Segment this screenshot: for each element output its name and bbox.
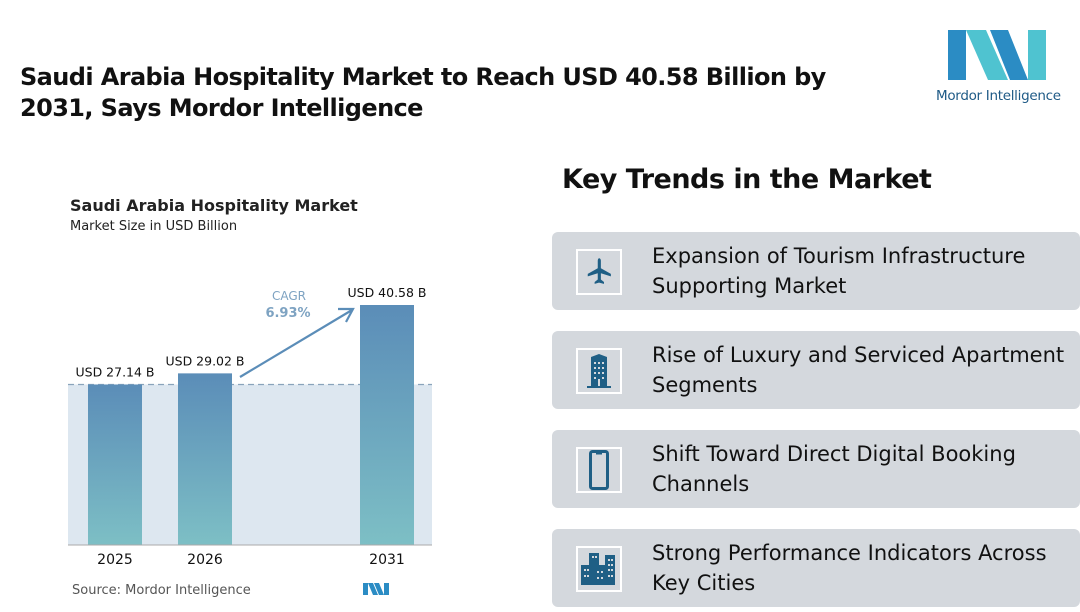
data-label: USD 40.58 B	[347, 285, 426, 300]
trend-card: Shift Toward Direct Digital Booking Chan…	[552, 430, 1080, 508]
mordor-intelligence-logo	[948, 30, 1046, 80]
airplane-icon	[576, 249, 622, 295]
city-icon	[576, 546, 622, 592]
logo-text: Mordor Intelligence	[936, 88, 1061, 104]
trend-label: Rise of Luxury and Serviced Apartment Se…	[652, 343, 1065, 397]
trends-title: Key Trends in the Market	[562, 164, 932, 195]
trend-card: Expansion of Tourism Infrastructure Supp…	[552, 232, 1080, 310]
building-icon	[576, 348, 622, 394]
trend-card: Rise of Luxury and Serviced Apartment Se…	[552, 331, 1080, 409]
x-tick-label: 2026	[187, 552, 223, 568]
bar-2031	[360, 305, 414, 545]
chart-source: Source: Mordor Intelligence	[72, 583, 251, 598]
data-label: USD 29.02 B	[165, 353, 244, 368]
chart-title: Saudi Arabia Hospitality Market	[70, 196, 358, 215]
cagr-value: 6.93%	[265, 306, 310, 321]
trend-label: Shift Toward Direct Digital Booking Chan…	[652, 442, 1016, 496]
source-logo-mark	[363, 583, 389, 595]
x-tick-label: 2031	[369, 552, 405, 568]
trend-label: Strong Performance Indicators Across Key…	[652, 541, 1047, 595]
trend-card: Strong Performance Indicators Across Key…	[552, 529, 1080, 607]
smartphone-icon	[576, 447, 622, 493]
data-label: USD 27.14 B	[75, 364, 154, 379]
trend-label: Expansion of Tourism Infrastructure Supp…	[652, 244, 1026, 298]
bar-2026	[178, 373, 232, 545]
cagr-arrow	[239, 307, 355, 378]
x-tick-label: 2025	[97, 552, 133, 568]
cagr-label: CAGR	[272, 289, 306, 303]
chart-subtitle: Market Size in USD Billion	[70, 219, 238, 234]
page-title: Saudi Arabia Hospitality Market to Reach…	[20, 63, 826, 122]
bar-2025	[88, 384, 142, 545]
